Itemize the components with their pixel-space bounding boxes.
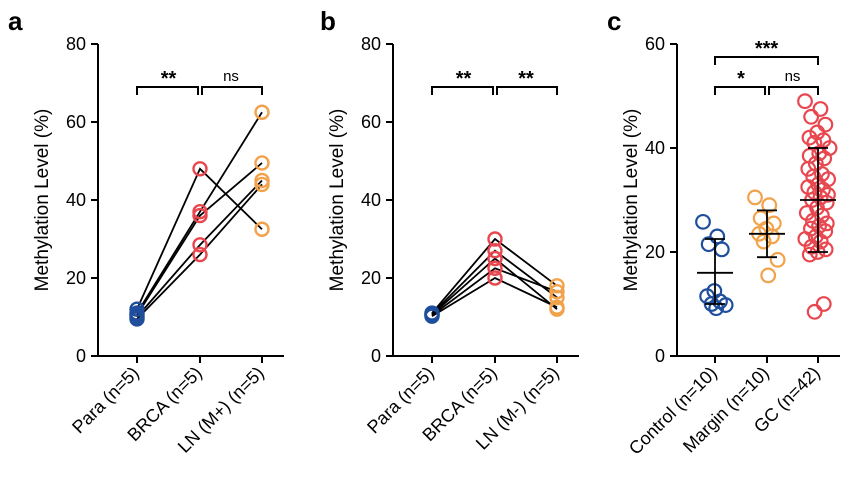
data-point: [764, 228, 780, 245]
data-point: [192, 207, 208, 224]
data-point: [761, 197, 778, 214]
significance-label: **: [456, 68, 472, 90]
significance-label: *: [737, 68, 745, 90]
data-point: [797, 93, 813, 110]
data-point: [800, 160, 817, 177]
data-point: [254, 155, 270, 171]
data-point: [549, 289, 565, 306]
significance-bracket: [496, 86, 558, 95]
data-point: [769, 251, 786, 268]
y-tick-label: 80: [361, 34, 381, 54]
data-point: [801, 246, 818, 263]
y-tick-label: 40: [645, 138, 665, 158]
data-point: [254, 221, 270, 237]
series-line: [136, 162, 263, 316]
significance-bracket: [714, 86, 766, 95]
significance-bracket: [136, 86, 199, 95]
data-point: [487, 250, 503, 267]
data-point: [254, 104, 270, 120]
panel-letter-a: a: [8, 6, 23, 36]
series-line: [136, 179, 263, 318]
data-point: [812, 101, 829, 117]
data-point: [192, 237, 208, 253]
data-point: [818, 215, 835, 232]
y-tick-label: 60: [361, 112, 381, 132]
data-point: [424, 308, 440, 324]
significance-bracket: [201, 86, 263, 95]
panel-letter-c: c: [607, 6, 621, 36]
significance-label: **: [161, 68, 177, 90]
data-point: [487, 270, 503, 286]
x-tick-label: Control (n=10): [625, 363, 721, 459]
y-tick-label: 0: [371, 346, 381, 366]
significance-bracket: [431, 86, 494, 95]
series-line: [431, 267, 558, 317]
data-point: [699, 288, 716, 305]
series-line: [136, 111, 263, 314]
series-line: [431, 249, 558, 315]
data-point: [815, 296, 832, 312]
significance-label: ***: [755, 38, 779, 60]
significance-label: ns: [223, 68, 239, 85]
data-point: [487, 260, 503, 276]
data-point: [487, 242, 503, 259]
data-point: [803, 108, 820, 125]
series-line: [136, 183, 263, 320]
data-point: [549, 283, 565, 300]
y-tick-label: 60: [66, 112, 86, 132]
y-tick-label: 20: [645, 242, 665, 262]
data-point: [747, 189, 763, 206]
data-point: [755, 233, 772, 250]
significance-label: **: [518, 68, 534, 90]
data-point: [129, 311, 145, 327]
data-point: [254, 176, 270, 193]
data-point: [817, 116, 834, 133]
data-point: [549, 299, 565, 315]
y-axis-label: Methylation Level (%): [32, 109, 53, 292]
y-axis-label: Methylation Level (%): [327, 109, 348, 292]
y-tick-label: 80: [66, 34, 86, 54]
y-axis-label: Methylation Level (%): [621, 109, 642, 292]
data-point: [760, 267, 777, 284]
data-point: [717, 297, 734, 313]
significance-label: ns: [785, 68, 801, 85]
data-point: [820, 186, 836, 203]
data-point: [487, 231, 503, 247]
data-point: [709, 228, 726, 245]
data-point: [813, 207, 830, 224]
data-point: [807, 228, 824, 245]
y-tick-label: 20: [66, 268, 86, 288]
series-line: [431, 237, 558, 314]
significance-bracket: [768, 86, 819, 95]
data-point: [549, 278, 565, 294]
data-point: [811, 145, 828, 162]
y-tick-label: 40: [66, 190, 86, 210]
data-point: [192, 246, 208, 263]
y-tick-label: 60: [645, 34, 665, 54]
y-tick-label: 40: [361, 190, 381, 210]
significance-bracket: [714, 56, 819, 65]
y-tick-label: 0: [655, 346, 665, 366]
y-tick-label: 0: [76, 346, 86, 366]
series-line: [431, 276, 558, 317]
y-tick-label: 20: [361, 268, 381, 288]
series-line: [431, 257, 558, 316]
data-point: [708, 300, 725, 317]
data-point: [695, 213, 711, 230]
data-point: [806, 303, 823, 320]
data-point: [713, 241, 730, 258]
data-point: [192, 161, 208, 177]
panel-letter-b: b: [320, 6, 336, 36]
